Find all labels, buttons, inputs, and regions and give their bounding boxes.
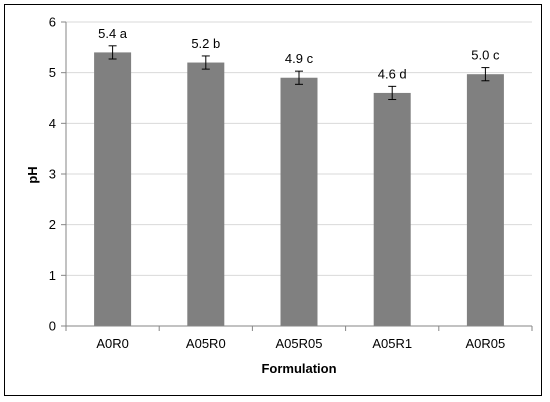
y-tick-label-0: 0: [49, 319, 56, 334]
x-tick-label-A0R0: A0R0: [96, 336, 129, 351]
data-label-A0R0: 5.4 a: [98, 26, 128, 41]
error-bars: [108, 45, 490, 101]
y-tick-label-5: 5: [49, 65, 56, 80]
data-label-A05R0: 5.2 b: [191, 36, 220, 51]
x-tick-label-A05R05: A05R05: [276, 336, 323, 351]
data-label-A05R1: 4.6 d: [378, 66, 407, 81]
y-tick-label-4: 4: [49, 116, 56, 131]
x-axis-title: Formulation: [261, 361, 336, 376]
bar-A0R05: [466, 74, 504, 326]
bar-A05R1: [373, 92, 411, 326]
y-tick-label-6: 6: [49, 15, 56, 30]
y-tick-label-3: 3: [49, 167, 56, 182]
data-label-A0R05: 5.0 c: [471, 48, 500, 63]
x-tick-label-A0R05: A0R05: [466, 336, 506, 351]
bar-A05R0: [187, 62, 225, 327]
x-tick-label-A05R1: A05R1: [372, 336, 412, 351]
x-tick-label-A05R0: A05R0: [186, 336, 226, 351]
y-axis-title: pH: [25, 166, 40, 183]
chart-frame: [4, 4, 542, 396]
y-tick-label-1: 1: [49, 268, 56, 283]
data-label-A05R05: 4.9 c: [285, 51, 314, 66]
y-tick-label-2: 2: [49, 217, 56, 232]
bar-A05R05: [280, 77, 318, 326]
labels: 0 1 2 3 4 5 6 5.4 a A0R0 5.2 b A05R0 4.9 c A05R05 4.6…: [49, 15, 506, 352]
bars: [94, 52, 504, 327]
bar-A0R0: [94, 52, 132, 327]
axes: [61, 21, 533, 331]
